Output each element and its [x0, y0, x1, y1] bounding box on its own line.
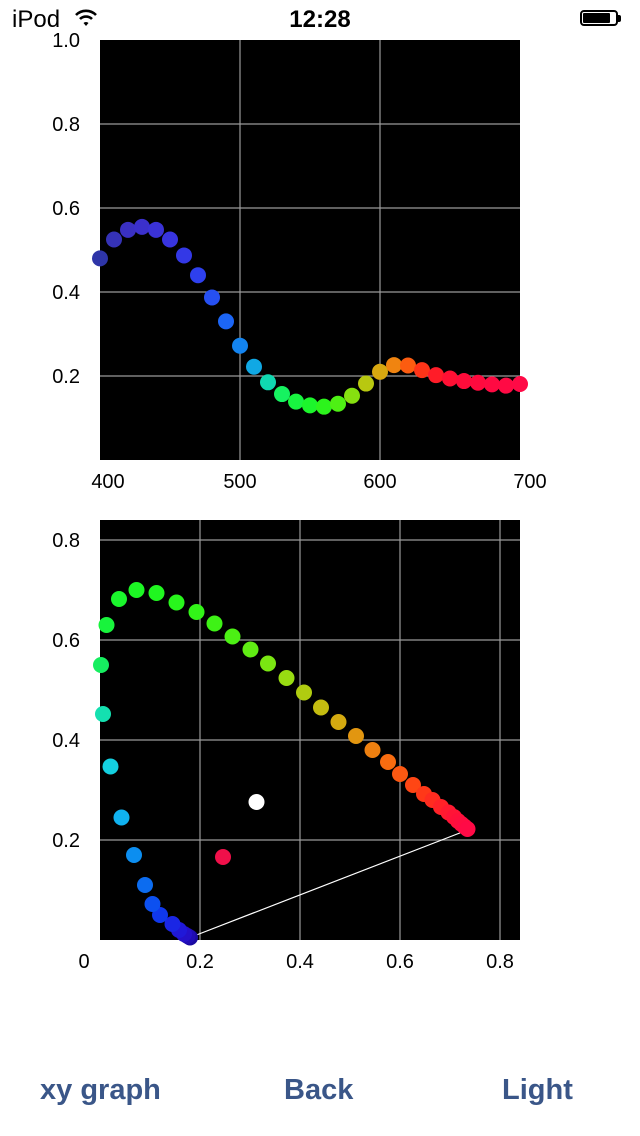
plot-area: [100, 520, 520, 940]
data-point: [144, 896, 161, 912]
data-point: [405, 777, 421, 793]
y-tick-label: 0.2: [52, 366, 80, 388]
data-point: [162, 231, 178, 248]
data-point: [470, 374, 486, 391]
data-point: [148, 221, 164, 238]
x-tick-label: 0.8: [486, 951, 514, 973]
data-point: [456, 373, 472, 390]
chromaticity-chart: 0 0.2 0.4 0.6 0.8 0.8 0.6 0.4 0.2: [52, 520, 520, 973]
data-point: [330, 395, 346, 412]
data-point: [188, 604, 205, 620]
data-point: [148, 585, 165, 601]
data-point: [358, 375, 374, 392]
data-point: [246, 358, 262, 375]
data-point: [512, 375, 528, 392]
y-tick-label: 0.8: [52, 114, 80, 136]
wifi-icon: [75, 9, 97, 26]
data-point: [484, 376, 500, 393]
bottom-toolbar: xy graph Back Light: [0, 1060, 640, 1120]
data-point: [348, 728, 364, 744]
data-point: [95, 706, 111, 722]
x-tick-label: 0.6: [386, 951, 414, 973]
data-point: [137, 877, 153, 893]
data-point: [98, 617, 115, 633]
data-point: [206, 615, 223, 632]
data-point: [168, 594, 185, 611]
data-point: [113, 809, 130, 826]
data-point: [92, 250, 108, 267]
x-tick-label: 600: [363, 471, 396, 493]
purple-line: [189, 829, 468, 939]
light-button[interactable]: Light: [502, 1074, 573, 1106]
data-point: [260, 655, 276, 672]
data-point: [260, 374, 276, 391]
data-point: [176, 247, 192, 264]
data-point: [498, 377, 514, 394]
data-point: [106, 231, 122, 248]
data-point: [316, 398, 332, 415]
y-tick-label: 1.0: [52, 30, 80, 52]
data-point: [372, 363, 388, 380]
y-tick-label: 0.6: [52, 630, 80, 652]
data-point: [224, 628, 241, 645]
data-point: [386, 357, 402, 374]
data-point: [414, 362, 430, 379]
data-point: [459, 821, 476, 837]
y-tick-label: 0.4: [52, 730, 80, 752]
x-tick-label: 400: [91, 471, 124, 493]
data-point: [215, 849, 231, 865]
x-tick-label: 0: [78, 951, 89, 973]
y-tick-label: 0.2: [52, 830, 80, 852]
data-point: [344, 387, 360, 404]
status-time: 12:28: [289, 6, 351, 33]
data-point: [134, 218, 150, 235]
y-tick-label: 0.8: [52, 530, 80, 552]
data-point: [93, 657, 109, 673]
data-point: [428, 367, 444, 384]
data-point: [232, 337, 248, 354]
battery-icon: [580, 10, 622, 28]
data-point: [126, 847, 142, 863]
status-bar: iPod 12:28: [0, 0, 640, 40]
back-button[interactable]: Back: [284, 1074, 354, 1106]
data-point: [274, 386, 290, 403]
spectrum-chart: 400 500 600 700 1.0 0.8 0.6 0.4 0.2: [52, 30, 547, 493]
x-tick-label: 500: [223, 471, 256, 493]
data-point: [190, 267, 206, 284]
data-point: [400, 357, 416, 374]
data-point: [248, 794, 265, 810]
data-point: [442, 370, 458, 387]
data-point: [278, 670, 295, 686]
data-point: [164, 916, 181, 932]
x-tick-label: 0.2: [186, 951, 214, 973]
data-point: [204, 289, 220, 306]
carrier-label: iPod: [12, 6, 61, 33]
x-tick-label: 700: [513, 471, 546, 493]
data-point: [111, 591, 127, 607]
plot-area: [100, 40, 520, 460]
data-point: [218, 313, 234, 330]
data-point: [128, 582, 145, 598]
data-point: [380, 754, 396, 770]
data-point: [102, 758, 119, 775]
x-tick-label: 0.4: [286, 951, 314, 973]
data-point: [330, 714, 347, 730]
data-point: [364, 742, 381, 758]
y-tick-label: 0.6: [52, 198, 80, 220]
data-point: [296, 684, 312, 701]
xy-graph-button[interactable]: xy graph: [40, 1074, 161, 1106]
data-point: [288, 393, 304, 410]
data-point: [392, 766, 408, 782]
data-point: [242, 641, 259, 658]
data-point: [313, 699, 329, 716]
data-point: [302, 397, 318, 414]
data-point: [120, 221, 136, 238]
y-tick-label: 0.4: [52, 282, 80, 304]
